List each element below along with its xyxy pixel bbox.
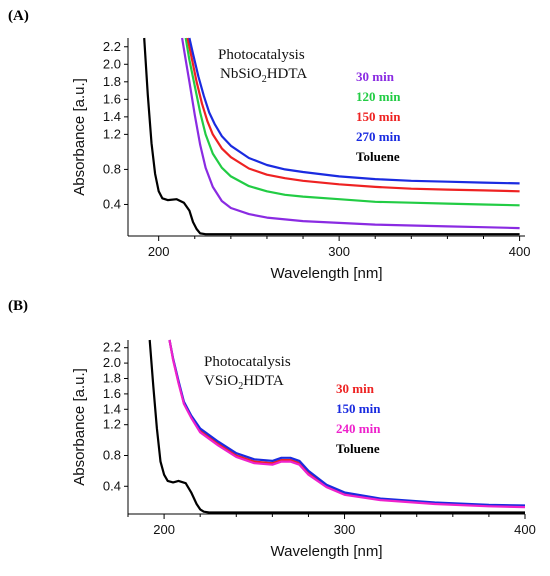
y-tick-label: 1.8 — [103, 370, 121, 385]
chart-panel-a: (A) 0.4 0.8 1.2 1.4 1.6 1.8 2.0 2.2 200 300 400 Wav… — [8, 8, 531, 282]
legend-entry: Toluene — [336, 441, 380, 456]
y-tick-label: 2.0 — [103, 355, 121, 370]
y-tick-label: 1.8 — [103, 74, 121, 89]
legend-entry: 30 min — [336, 381, 375, 396]
chart-a-svg: 0.4 0.8 1.2 1.4 1.6 1.8 2.0 2.2 200 300 400 Wavelen… — [71, 37, 531, 282]
y-tick-label: 1.6 — [103, 386, 121, 401]
y-tick-label: 1.6 — [103, 91, 121, 106]
y-tick-label: 0.4 — [103, 196, 121, 211]
y-tick-label: 1.2 — [103, 126, 121, 141]
series-line-240-min — [168, 339, 526, 509]
x-tick-label: 400 — [509, 244, 531, 259]
x-axis-title: Wavelength [nm] — [271, 265, 383, 282]
y-tick-label: 0.8 — [103, 447, 121, 462]
x-tick-label: 200 — [153, 522, 175, 537]
legend-entry: 150 min — [356, 109, 401, 124]
y-axis-title: Absorbance [a.u.] — [71, 78, 88, 196]
chart-title: Photocatalysis — [204, 354, 291, 370]
series-line-toluene — [143, 37, 520, 236]
chart-subtitle: NbSiO2HDTA — [220, 66, 307, 85]
legend-entry: 270 min — [356, 129, 401, 144]
legend-entry: 150 min — [336, 401, 381, 416]
chart-b-svg: 0.4 0.8 1.21.41.61.82.02.2 200 300 400 Wavelen… — [71, 339, 536, 560]
series-line-30-min — [181, 37, 520, 230]
y-tick-label: 1.4 — [103, 401, 121, 416]
legend-entry: 240 min — [336, 421, 381, 436]
x-tick-label: 200 — [148, 244, 170, 259]
series-line-270-min — [188, 37, 520, 185]
chart-panel-b: (B) 0.4 0.8 1.2 1.4 1.6 1.8 2.0 2.2 200 300 400 Wav… — [0, 290, 550, 576]
y-tick-label: 2.2 — [103, 340, 121, 355]
panel-label: (B) — [8, 298, 28, 314]
panel-label: (A) — [8, 8, 29, 24]
y-tick-label: 0.4 — [103, 478, 121, 493]
y-tick-label: 2.0 — [103, 56, 121, 71]
series-line-150-min — [186, 37, 520, 193]
y-axis-title: Absorbance [a.u.] — [71, 368, 88, 486]
y-tick-label: 1.2 — [103, 417, 121, 432]
chart-title: Photocatalysis — [218, 47, 305, 63]
y-tick-label: 0.8 — [103, 161, 121, 176]
y-tick-label: 2.2 — [103, 39, 121, 54]
legend-entry: 120 min — [356, 89, 401, 104]
x-tick-label: 400 — [514, 522, 536, 537]
series-line-toluene — [148, 339, 525, 514]
x-tick-label: 300 — [334, 522, 356, 537]
legend-entry: Toluene — [356, 149, 400, 164]
y-tick-label: 1.4 — [103, 109, 121, 124]
legend-entry: 30 min — [356, 69, 395, 84]
chart-subtitle: VSiO2HDTA — [204, 373, 284, 392]
x-tick-label: 300 — [328, 244, 350, 259]
x-axis-title: Wavelength [nm] — [271, 543, 383, 560]
series-line-120-min — [184, 37, 520, 207]
